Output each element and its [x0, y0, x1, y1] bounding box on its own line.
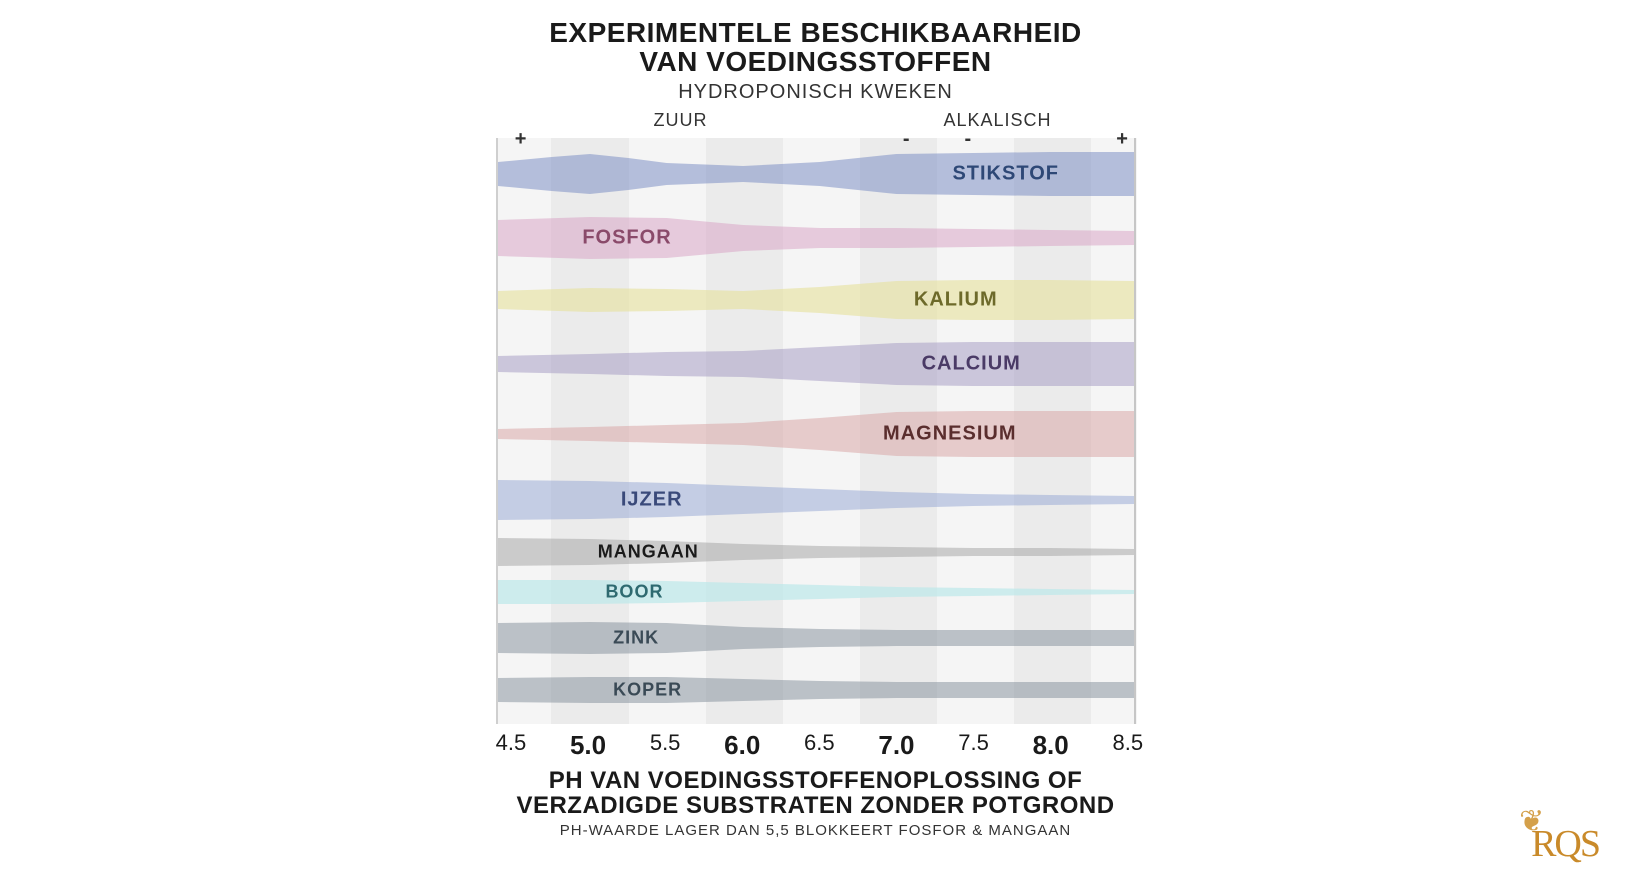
nutrient-band-calcium: CALCIUM: [498, 335, 1134, 393]
bottom-title-line-2: VERZADIGDE SUBSTRATEN ZONDER POTGROND: [516, 792, 1114, 819]
title-line-2: VAN VOEDINGSSTOFFEN: [639, 46, 991, 77]
x-tick: 6.5: [804, 730, 835, 756]
nutrient-band-mangaan: MANGAAN: [498, 532, 1134, 572]
nutrient-label: FOSFOR: [582, 226, 671, 249]
x-tick: 8.5: [1112, 730, 1143, 756]
nutrient-band-ijzer: IJZER: [498, 474, 1134, 526]
x-tick: 7.0: [878, 730, 914, 761]
nutrient-band-zink: ZINK: [498, 617, 1134, 659]
nutrient-band-fosfor: FOSFOR: [498, 209, 1134, 267]
nutrient-label: MAGNESIUM: [883, 422, 1016, 445]
x-axis: 4.55.05.56.06.57.07.58.08.5: [496, 730, 1136, 762]
nutrient-band-kalium: KALIUM: [498, 271, 1134, 329]
nutrient-band-boor: BOOR: [498, 574, 1134, 610]
x-tick: 5.5: [650, 730, 681, 756]
chart-subtitle: HYDROPONISCH KWEKEN: [496, 81, 1136, 104]
alkalisch-label: ALKALISCH: [944, 110, 1052, 131]
x-tick: 5.0: [570, 730, 606, 761]
nutrient-label: STIKSTOF: [952, 162, 1059, 185]
nutrient-band-stikstof: STIKSTOF: [498, 141, 1134, 207]
brand-logo: ❦ RQS: [1531, 822, 1599, 866]
x-tick: 4.5: [496, 730, 527, 756]
x-axis-title: PH VAN VOEDINGSSTOFFENOPLOSSING OF VERZA…: [496, 768, 1136, 818]
nutrient-label: CALCIUM: [922, 352, 1021, 375]
chart-title: EXPERIMENTELE BESCHIKBAARHEID VAN VOEDIN…: [496, 18, 1136, 77]
nutrient-band-magnesium: MAGNESIUM: [498, 405, 1134, 463]
nutrient-plot: +--+STIKSTOFFOSFORKALIUMCALCIUMMAGNESIUM…: [496, 138, 1136, 724]
bottom-title-line-1: PH VAN VOEDINGSSTOFFENOPLOSSING OF: [549, 767, 1083, 794]
nutrient-label: KOPER: [613, 679, 682, 700]
ph-range-header: ZUUR ALKALISCH: [496, 110, 1136, 136]
x-tick: 6.0: [724, 730, 760, 761]
nutrient-label: BOOR: [605, 581, 663, 602]
chart-container: EXPERIMENTELE BESCHIKBAARHEID VAN VOEDIN…: [496, 18, 1136, 839]
title-line-1: EXPERIMENTELE BESCHIKBAARHEID: [549, 17, 1082, 48]
x-tick: 8.0: [1033, 730, 1069, 761]
x-tick: 7.5: [958, 730, 989, 756]
nutrient-label: MANGAAN: [598, 541, 699, 562]
footnote: PH-WAARDE LAGER DAN 5,5 BLOKKEERT FOSFOR…: [496, 822, 1136, 839]
nutrient-label: IJZER: [621, 488, 683, 511]
zuur-label: ZUUR: [654, 110, 708, 131]
nutrient-label: KALIUM: [914, 288, 998, 311]
nutrient-band-koper: KOPER: [498, 669, 1134, 711]
nutrient-label: ZINK: [613, 627, 659, 648]
logo-ornament-icon: ❦: [1519, 804, 1542, 839]
